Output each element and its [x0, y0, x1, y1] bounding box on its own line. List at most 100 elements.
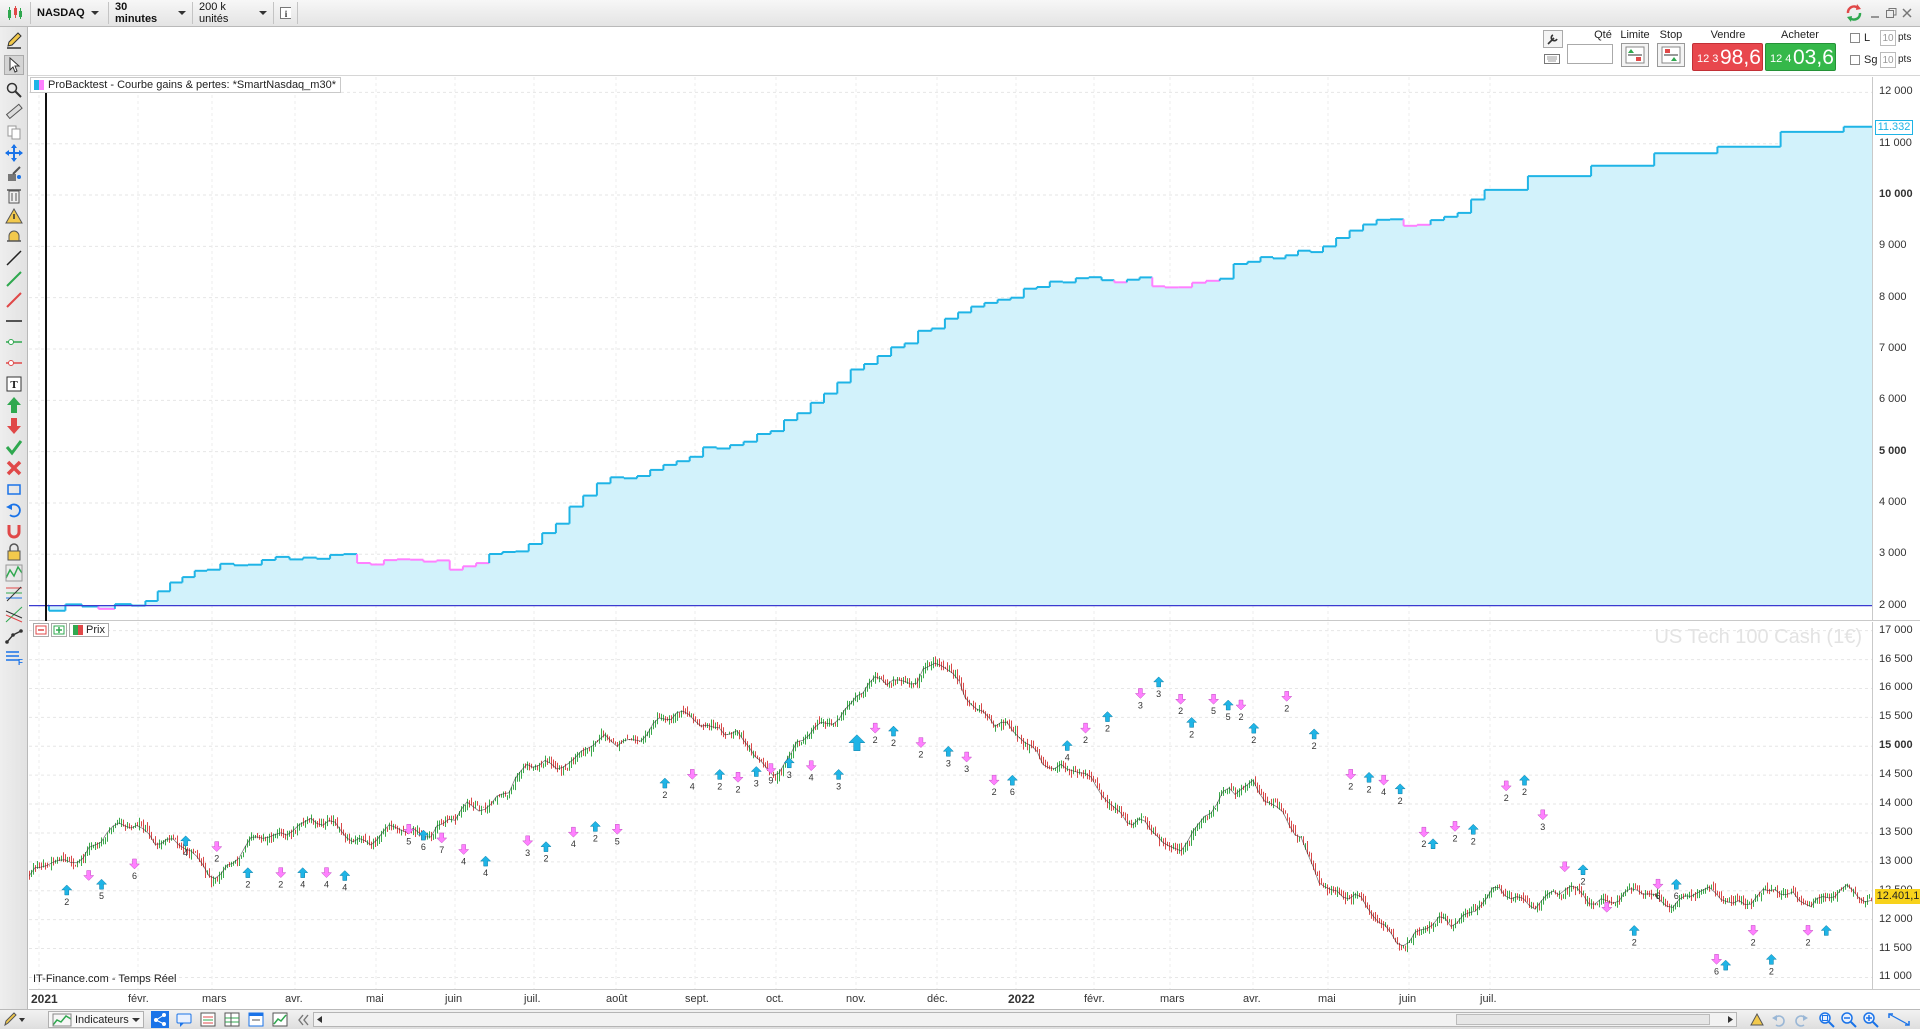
sell-button[interactable]: 12 3 98,6	[1692, 43, 1763, 71]
signal-size-label: 3	[1540, 822, 1545, 832]
date-axis[interactable]: 2021 févr. mars avr. mai juin juil. août sept. oc…	[29, 989, 1920, 1009]
auto-scale-button[interactable]	[1748, 1011, 1766, 1028]
limit-checkbox[interactable]	[1850, 33, 1860, 43]
stop-points-input[interactable]	[1880, 52, 1896, 68]
signal-size-label: 2	[918, 750, 923, 760]
indicators-button[interactable]: Indicateurs	[48, 1011, 144, 1028]
date-axis-label: 2022	[1008, 992, 1035, 1006]
settings-button[interactable]	[1543, 30, 1563, 48]
sell-signal-arrow: 2	[211, 841, 223, 864]
timeframe-selector[interactable]: 30 minutes	[109, 1, 193, 25]
chat-button[interactable]	[175, 1011, 193, 1028]
refresh-button[interactable]	[1844, 3, 1864, 23]
restore-button[interactable]	[1884, 6, 1898, 20]
buy-signal-arrow: 4	[180, 835, 192, 858]
equity-y-axis[interactable]: 12 000 11 000 10 000 9 000 8 000 7 000 6 000 5 …	[1872, 77, 1920, 621]
zigzag-tool[interactable]	[4, 563, 24, 583]
delete-tool[interactable]	[4, 185, 24, 205]
remove-indicator-button[interactable]	[33, 623, 49, 637]
stop-guaranteed-checkbox[interactable]	[1850, 55, 1860, 65]
rectangle-tool[interactable]	[4, 479, 24, 499]
line-tool[interactable]	[4, 248, 24, 268]
signal-size-label: 2	[214, 854, 219, 864]
equity-panel-title-box[interactable]: ProBacktest - Courbe gains & pertes: *Sm…	[30, 77, 341, 93]
sell-signal-arrow: 2	[1747, 925, 1759, 947]
signal-size-label: 2	[1348, 781, 1353, 791]
equity-curve-panel[interactable]: ProBacktest - Courbe gains & pertes: *Sm…	[29, 77, 1872, 621]
screener-button[interactable]	[199, 1011, 217, 1028]
green-level-tool[interactable]	[4, 332, 24, 352]
text-tool[interactable]: T	[4, 374, 24, 394]
cursor-tool[interactable]	[4, 55, 24, 75]
draw-mode-button[interactable]	[2, 1011, 26, 1028]
limit-order-button[interactable]	[1621, 43, 1649, 67]
scroll-right-button[interactable]	[1724, 1013, 1736, 1026]
backtest-button[interactable]	[271, 1011, 289, 1028]
ruler-tool[interactable]	[4, 101, 24, 121]
share-button[interactable]	[151, 1011, 169, 1028]
buy-signal-arrow: 6	[1006, 774, 1018, 797]
fullscreen-button[interactable]	[1886, 1011, 1912, 1028]
fib-levels-tool[interactable]: F	[4, 647, 24, 667]
zoom-out-button[interactable]	[1840, 1011, 1858, 1028]
price-y-axis[interactable]: 17 000 16 500 16 000 15 500 15 000 14 500 14 0…	[1872, 622, 1920, 989]
horizontal-line-tool[interactable]	[4, 311, 24, 331]
check-tool[interactable]	[4, 437, 24, 457]
alert-tool[interactable]	[4, 206, 24, 226]
bell-tool[interactable]	[4, 227, 24, 247]
copy-tool[interactable]	[4, 122, 24, 142]
undo-drawing-tool[interactable]	[4, 500, 24, 520]
info-button[interactable]: i	[274, 2, 298, 24]
limit-points-input[interactable]	[1880, 30, 1896, 46]
fibonacci-tool[interactable]	[4, 584, 24, 604]
undo-button[interactable]	[1770, 1011, 1788, 1028]
zoom-in-button[interactable]	[1862, 1011, 1880, 1028]
buy-signal-arrow: 2	[1363, 771, 1375, 794]
buy-signal-arrow: 3	[833, 769, 845, 791]
keyboard-button[interactable]	[1543, 50, 1563, 68]
chart-type-button[interactable]	[0, 2, 31, 24]
trend-up-tool[interactable]	[4, 269, 24, 289]
add-indicator-button[interactable]	[51, 623, 67, 637]
zoom-tool[interactable]	[4, 80, 24, 100]
collapse-button[interactable]	[296, 1011, 310, 1028]
scroll-thumb[interactable]	[1456, 1014, 1710, 1025]
table-button[interactable]	[223, 1011, 241, 1028]
arrow-up-tool[interactable]	[4, 395, 24, 415]
scroll-left-button[interactable]	[314, 1013, 326, 1026]
horizontal-scrollbar[interactable]	[313, 1012, 1737, 1027]
price-legend-button[interactable]: Prix	[69, 623, 109, 637]
redo-button[interactable]	[1792, 1011, 1810, 1028]
minimize-button[interactable]	[1868, 6, 1882, 20]
pencil-tool[interactable]	[4, 30, 24, 50]
restore-icon	[1886, 8, 1897, 18]
move-tool[interactable]	[4, 143, 24, 163]
magnet-tool[interactable]	[4, 521, 24, 541]
stop-order-button[interactable]	[1657, 43, 1685, 67]
units-selector[interactable]: 200 k unités	[193, 1, 274, 25]
trend-down-tool[interactable]	[4, 290, 24, 310]
buy-button[interactable]: 12 4 03,6	[1765, 43, 1836, 71]
price-y-tick: 13 500	[1879, 825, 1913, 838]
quantity-input[interactable]	[1567, 44, 1613, 64]
equity-y-tick: 4 000	[1879, 495, 1907, 508]
close-button[interactable]	[1900, 6, 1914, 20]
red-level-tool[interactable]	[4, 353, 24, 373]
paint-tool[interactable]	[4, 164, 24, 184]
window-button[interactable]	[247, 1011, 265, 1028]
screener-icon	[200, 1012, 216, 1027]
arrow-down-tool[interactable]	[4, 416, 24, 436]
line-icon	[6, 250, 22, 266]
lock-tool[interactable]	[4, 542, 24, 562]
signal-size-label: 2	[717, 781, 722, 791]
levels-f-icon: F	[6, 651, 23, 666]
channel-tool[interactable]	[4, 605, 24, 625]
polyline-tool[interactable]	[4, 626, 24, 646]
zoom-fit-button[interactable]	[1818, 1011, 1836, 1028]
cross-tool[interactable]	[4, 458, 24, 478]
sell-signal-arrow: 4	[805, 760, 817, 783]
price-y-tick: 14 000	[1879, 797, 1913, 810]
instrument-selector[interactable]: NASDAQ	[31, 2, 109, 24]
signal-size-label: 7	[439, 845, 444, 855]
